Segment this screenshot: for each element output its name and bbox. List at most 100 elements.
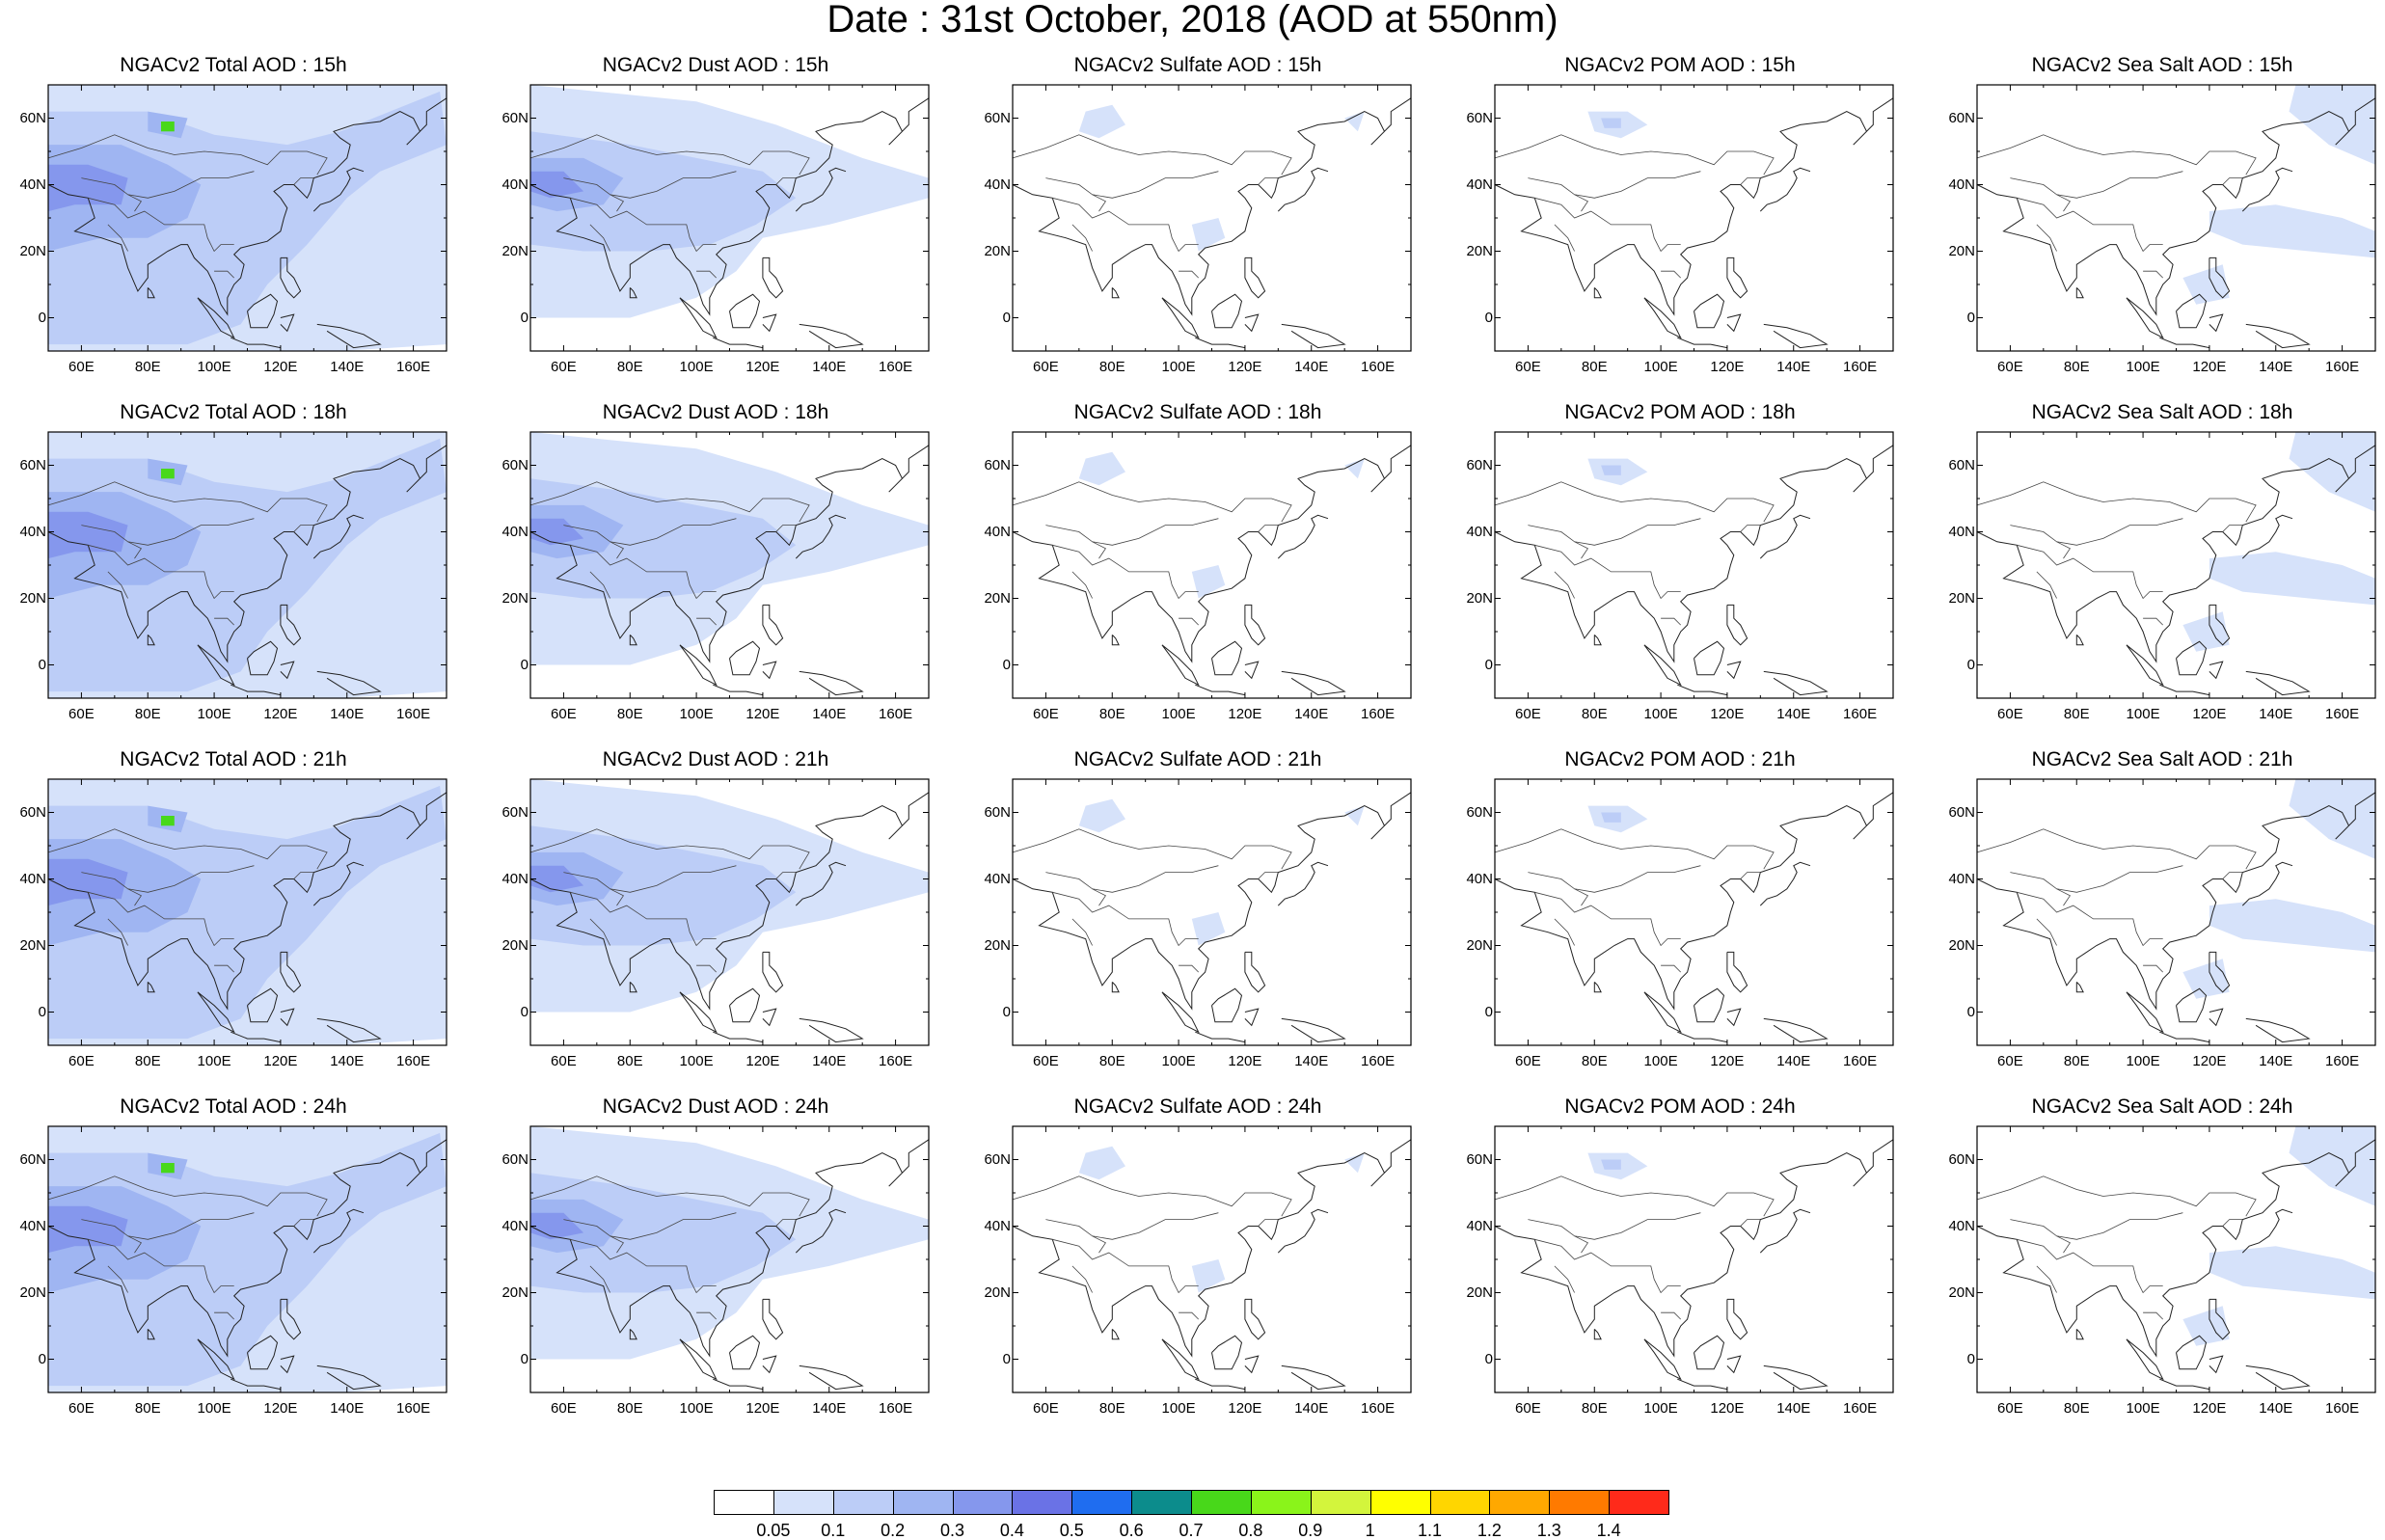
country-border (1092, 541, 1106, 559)
coastline (280, 604, 302, 646)
colorbar-level-label: 0.9 (1298, 1521, 1323, 1540)
coastline (1763, 1017, 1829, 1043)
y-tick-label: 60N (984, 456, 1011, 473)
country-border (1528, 1212, 1701, 1240)
aod-fill-region (530, 1199, 624, 1254)
x-tick-label: 140E (330, 359, 365, 375)
x-tick-label: 140E (812, 1053, 847, 1069)
y-tick-label: 0 (520, 309, 528, 326)
map-panel: NGACv2 Dust AOD : 15h 60N 40N 20N 0 60E 80E 100… (484, 52, 947, 397)
colorbar-swatch (1250, 1490, 1312, 1515)
map-svg (1494, 84, 1894, 352)
aod-fill-region (2182, 611, 2230, 652)
x-tick-label: 140E (1294, 359, 1329, 375)
colorbar-swatch (832, 1490, 894, 1515)
coastline (1494, 792, 1894, 1011)
y-tick-label: 20N (19, 1283, 46, 1301)
country-border (2222, 177, 2243, 185)
country-border (2222, 525, 2243, 532)
map-svg (1012, 1125, 1412, 1393)
x-tick-label: 160E (396, 1400, 431, 1417)
country-border (2017, 1238, 2163, 1294)
coastline (1161, 991, 1200, 1034)
aod-fill-region (1601, 465, 1621, 475)
map-panel: NGACv2 Dust AOD : 18h 60N 40N 20N 0 60E 80E 100… (484, 399, 947, 744)
x-tick-label: 60E (68, 1400, 95, 1417)
country-border (1740, 872, 1761, 879)
country-border (1976, 828, 2257, 870)
coastline (280, 1355, 295, 1374)
coastline (280, 951, 302, 993)
x-tick-label: 100E (1161, 359, 1196, 375)
x-tick-label: 160E (879, 706, 913, 722)
coastline (1195, 1378, 1245, 1391)
coastline (147, 287, 155, 299)
x-tick-label: 140E (330, 1053, 365, 1069)
y-tick-label: 40N (1948, 523, 1975, 540)
x-tick-label: 60E (551, 1053, 577, 1069)
map-panel: NGACv2 Sea Salt AOD : 18h 60N 40N 20N 0 60E 80… (1931, 399, 2385, 744)
x-tick-label: 100E (1643, 1053, 1678, 1069)
panel-title: NGACv2 Dust AOD : 21h (602, 748, 829, 770)
country-border (127, 194, 142, 212)
map-plot-area (47, 778, 447, 1046)
coastline (312, 861, 365, 906)
x-tick-label: 60E (1033, 1400, 1059, 1417)
x-tick-label: 140E (330, 706, 365, 722)
panel-title: NGACv2 Sulfate AOD : 21h (1073, 748, 1322, 770)
y-tick-label: 20N (1466, 1283, 1493, 1301)
coastline (1677, 1378, 1727, 1391)
map-svg (1012, 84, 1412, 352)
aod-fill-region (1344, 805, 1365, 826)
coastline (629, 287, 637, 299)
coastline (2126, 991, 2164, 1034)
x-tick-label: 160E (396, 706, 431, 722)
x-tick-label: 120E (1710, 359, 1745, 375)
x-tick-label: 100E (1643, 1400, 1678, 1417)
coastline (1726, 257, 1748, 299)
y-tick-label: 20N (1948, 936, 1975, 954)
map-panel: NGACv2 Dust AOD : 21h 60N 40N 20N 0 60E 80E 100… (484, 746, 947, 1092)
coastline (1244, 1008, 1260, 1027)
coastline (197, 991, 235, 1034)
map-svg (1494, 431, 1894, 699)
country-border (1258, 525, 1279, 532)
x-tick-label: 60E (1997, 1400, 2023, 1417)
country-border (775, 525, 797, 532)
coastline (762, 951, 784, 993)
coastline (1763, 670, 1829, 696)
coastline (2241, 514, 2293, 559)
country-border (2017, 891, 2163, 947)
y-tick-label: 60N (984, 109, 1011, 126)
coastline (713, 337, 763, 349)
aod-fill-region (48, 1205, 128, 1254)
aod-fill-region (2182, 1306, 2230, 1346)
map-svg (529, 431, 930, 699)
coastline (1195, 684, 1245, 696)
country-border (88, 544, 234, 600)
country-border (1258, 1219, 1279, 1227)
colorbar-level-label: 0.7 (1179, 1521, 1204, 1540)
country-border (1528, 865, 1701, 893)
y-tick-label: 0 (1966, 1003, 1975, 1020)
map-plot-area (1012, 431, 1412, 699)
map-svg (529, 84, 930, 352)
aod-fill-region (1601, 1159, 1621, 1170)
coastline (1593, 1329, 1602, 1340)
y-tick-label: 20N (984, 1283, 1011, 1301)
country-border (1494, 481, 1775, 523)
x-tick-label: 160E (1843, 1053, 1878, 1069)
map-panel: NGACv2 Total AOD : 21h 60N 40N 20N 0 60E 80E 10… (2, 746, 465, 1092)
coastline (197, 297, 235, 339)
panel-title: NGACv2 Sea Salt AOD : 24h (2031, 1095, 2293, 1118)
x-tick-label: 80E (1581, 1053, 1608, 1069)
x-tick-label: 80E (616, 706, 643, 722)
colorbar-level-label: 0.2 (881, 1521, 906, 1540)
coastline (2075, 982, 2084, 993)
y-tick-label: 40N (984, 870, 1011, 887)
country-border (2056, 1235, 2071, 1254)
x-tick-label: 140E (2259, 1053, 2293, 1069)
map-panel: NGACv2 POM AOD : 18h 60N 40N 20N 0 60E 80E 100E… (1449, 399, 1911, 744)
coastline (762, 661, 777, 680)
y-tick-label: 40N (19, 176, 46, 193)
